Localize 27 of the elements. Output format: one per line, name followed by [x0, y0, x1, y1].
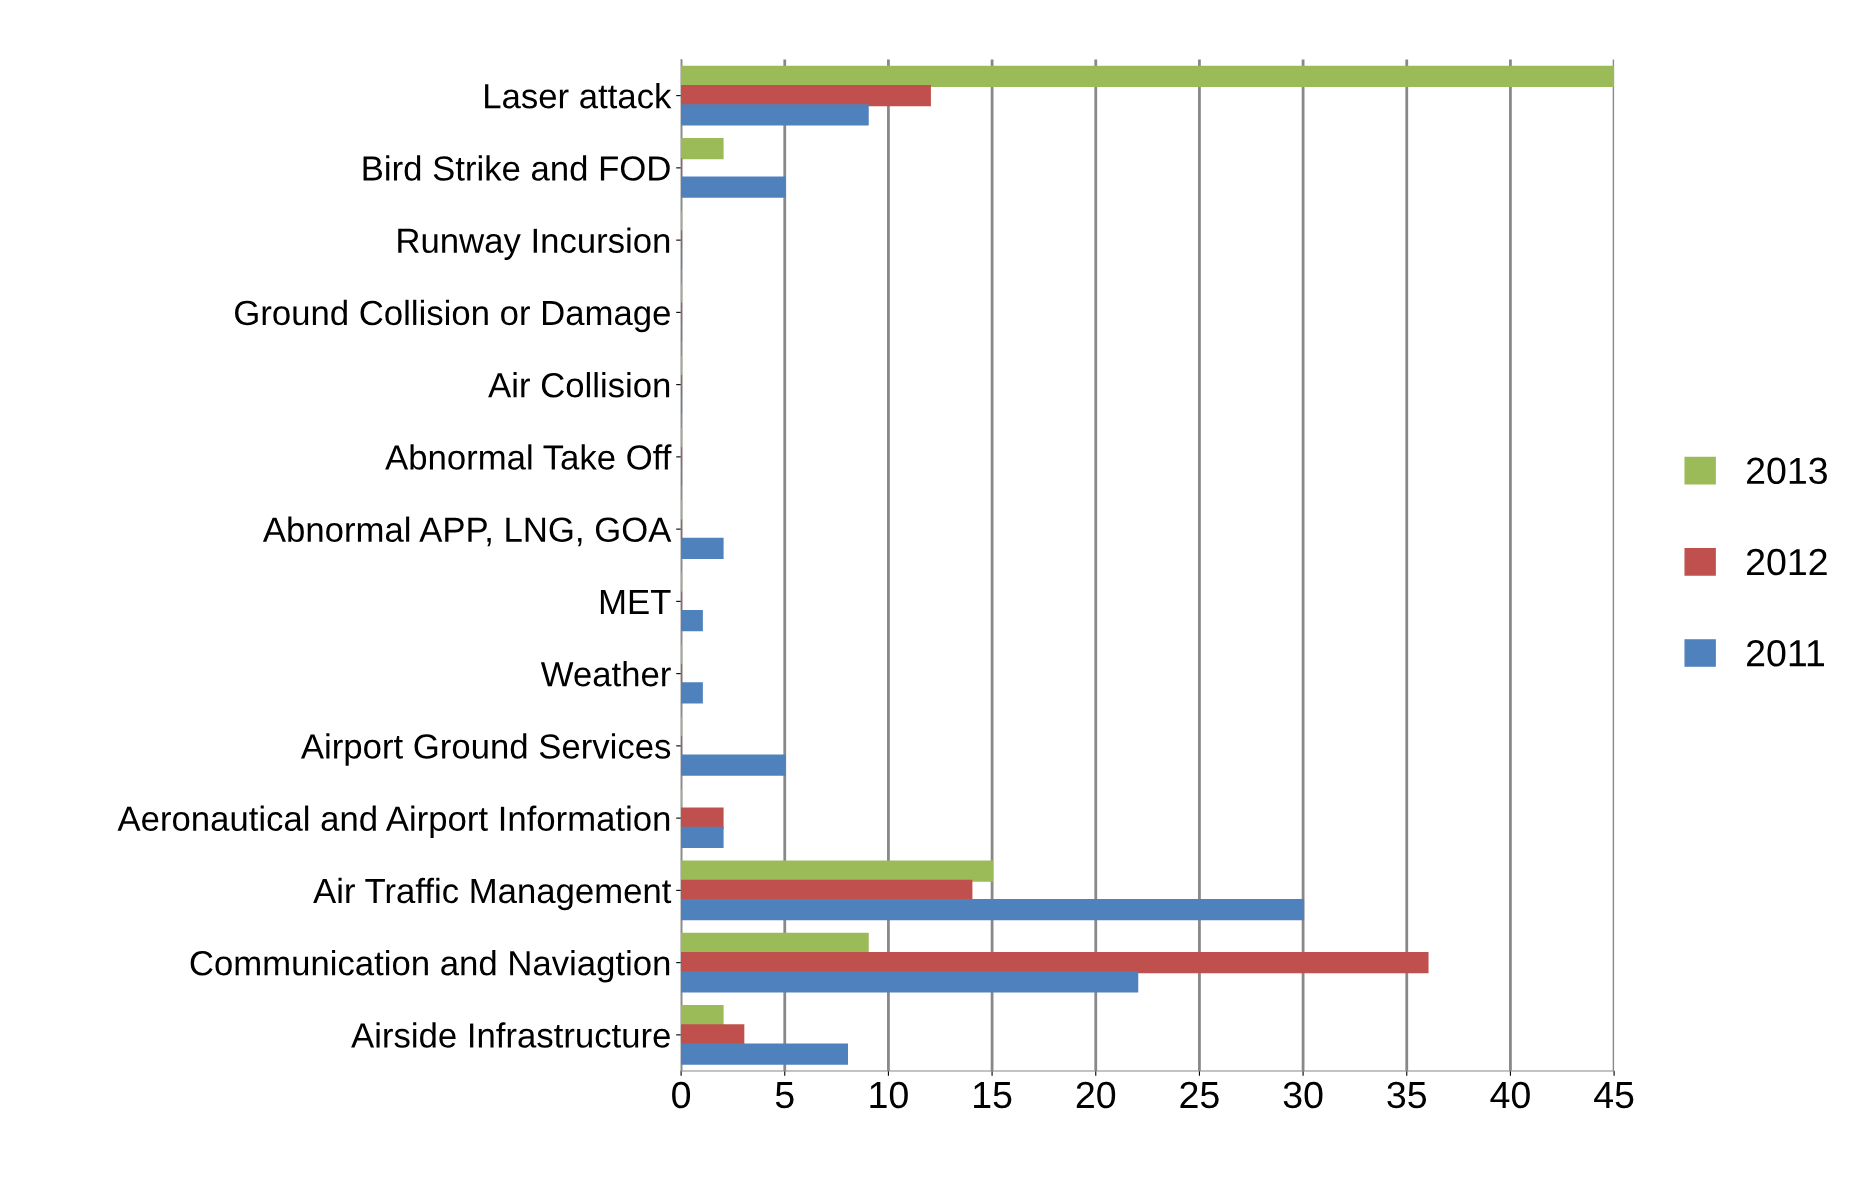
x-tick-label: 15 [974, 1082, 1012, 1109]
y-tick-label: Air Traffic Management [313, 877, 672, 911]
y-tick-label: Laser attack [485, 83, 672, 109]
y-tick-label: Air Collision [488, 372, 670, 398]
y-tick-label: Bird Strike and FOD [363, 155, 670, 181]
y-tick-label: Communication and Naviagtion [190, 950, 670, 983]
y-tick-label: Runway Incursion [398, 227, 670, 260]
legend-label: 2012 [1747, 548, 1827, 576]
x-tick-label: 35 [1387, 1081, 1427, 1109]
x-tick-label: 25 [1180, 1081, 1219, 1109]
x-tick-label: 40 [1490, 1081, 1530, 1109]
x-tick-label: 30 [1283, 1081, 1323, 1109]
y-tick-label: Airside Infrastructure [351, 1022, 670, 1048]
y-tick-label: Aeronautical and Airport Information [117, 805, 670, 838]
y-tick-label: Abnormal Take Off [385, 444, 672, 470]
x-tick-label: 0 [672, 1081, 691, 1109]
legend-label: 2011 [1747, 639, 1824, 667]
legend-label: 2013 [1747, 457, 1827, 485]
x-tick-label: 45 [1594, 1082, 1634, 1109]
y-tick-label: Abnormal APP, LNG, GOA [262, 516, 672, 547]
y-tick-label: Airport Ground Services [300, 733, 671, 766]
x-tick-label: 5 [775, 1082, 794, 1109]
x-tick-label: 10 [870, 1081, 908, 1109]
y-tick-label: Ground Collision or Damage [235, 299, 670, 333]
y-tick-label: Weather [540, 661, 671, 687]
x-tick-label: 20 [1076, 1081, 1116, 1109]
y-tick-label: MET [600, 590, 671, 614]
